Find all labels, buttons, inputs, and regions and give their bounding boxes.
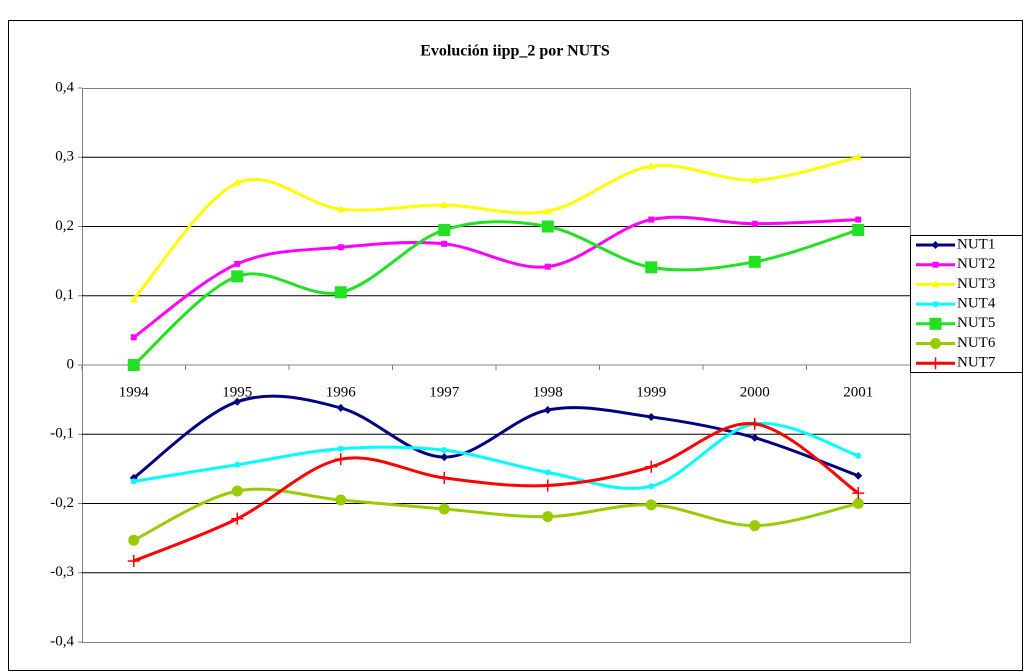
x-tick-label: 1995 (222, 384, 252, 400)
marker (233, 178, 242, 186)
marker (127, 554, 140, 567)
y-tick-label: -0,1 (50, 426, 74, 442)
y-tick-label: 0,4 (55, 79, 74, 95)
marker (544, 263, 551, 270)
marker (438, 223, 451, 236)
marker (130, 478, 137, 485)
y-tick-label: -0,3 (50, 564, 74, 580)
y-tick-label: 0,3 (55, 149, 74, 165)
marker (234, 260, 241, 267)
x-tick-label: 2000 (740, 384, 770, 400)
legend-label: NUT5 (957, 315, 995, 331)
marker (647, 162, 656, 170)
marker (648, 483, 655, 490)
marker (542, 511, 554, 523)
marker (647, 412, 656, 421)
marker (231, 485, 243, 497)
chart-title: Evolución iipp_2 por NUTS (420, 43, 610, 60)
marker (441, 447, 448, 454)
y-tick-label: 0,2 (55, 218, 74, 234)
marker (645, 261, 658, 274)
x-tick-label: 2001 (843, 384, 873, 400)
marker (231, 512, 244, 525)
series-line (133, 421, 859, 490)
marker (438, 503, 450, 515)
legend-label: NUT2 (957, 256, 995, 272)
marker (750, 176, 759, 184)
marker (440, 201, 449, 209)
marker (543, 207, 552, 215)
marker (750, 433, 759, 442)
marker (234, 461, 241, 468)
marker (541, 479, 554, 492)
marker (645, 460, 658, 473)
marker (929, 317, 942, 330)
legend-label: NUT4 (957, 296, 996, 312)
legend-label: NUT1 (957, 236, 995, 252)
marker (855, 216, 862, 223)
marker (932, 301, 939, 308)
marker (334, 286, 347, 299)
x-tick-label: 1999 (636, 384, 666, 400)
marker (855, 452, 862, 459)
y-tick-label: 0,1 (55, 287, 74, 303)
marker (852, 498, 864, 509)
marker (334, 453, 347, 466)
series-line (132, 215, 859, 339)
series-line (133, 487, 859, 542)
marker (337, 445, 344, 452)
marker (127, 359, 140, 371)
marker (852, 487, 865, 500)
y-tick-label: -0,2 (50, 495, 74, 511)
marker (128, 534, 140, 546)
marker (441, 240, 448, 247)
marker (930, 338, 941, 349)
marker (129, 295, 138, 303)
marker (931, 280, 940, 288)
marker (231, 270, 244, 283)
y-tick-label: 0 (67, 356, 75, 372)
marker (440, 453, 449, 462)
marker (931, 241, 940, 249)
marker (749, 520, 761, 532)
x-tick-label: 1996 (326, 384, 357, 400)
marker (852, 223, 865, 236)
x-tick-label: 1994 (119, 384, 150, 400)
marker (541, 220, 554, 233)
marker (748, 417, 761, 430)
marker (854, 153, 863, 161)
marker (748, 255, 761, 268)
marker (233, 397, 242, 406)
marker (854, 471, 863, 480)
marker (645, 499, 657, 511)
marker (336, 205, 345, 213)
y-tick-label: -0,4 (50, 633, 74, 649)
marker (929, 357, 942, 370)
legend-label: NUT7 (957, 355, 996, 371)
marker (932, 261, 939, 268)
marker (337, 244, 344, 251)
marker (336, 403, 345, 412)
marker (751, 220, 758, 227)
marker (544, 469, 551, 476)
marker (130, 334, 137, 341)
legend-label: NUT3 (957, 276, 995, 292)
marker (648, 216, 655, 223)
marker (335, 494, 347, 506)
legend-label: NUT6 (957, 335, 996, 351)
x-tick-label: 1998 (533, 384, 563, 400)
series-line (132, 394, 859, 480)
marker (543, 406, 552, 415)
x-tick-label: 1997 (429, 384, 460, 400)
marker (438, 471, 451, 484)
